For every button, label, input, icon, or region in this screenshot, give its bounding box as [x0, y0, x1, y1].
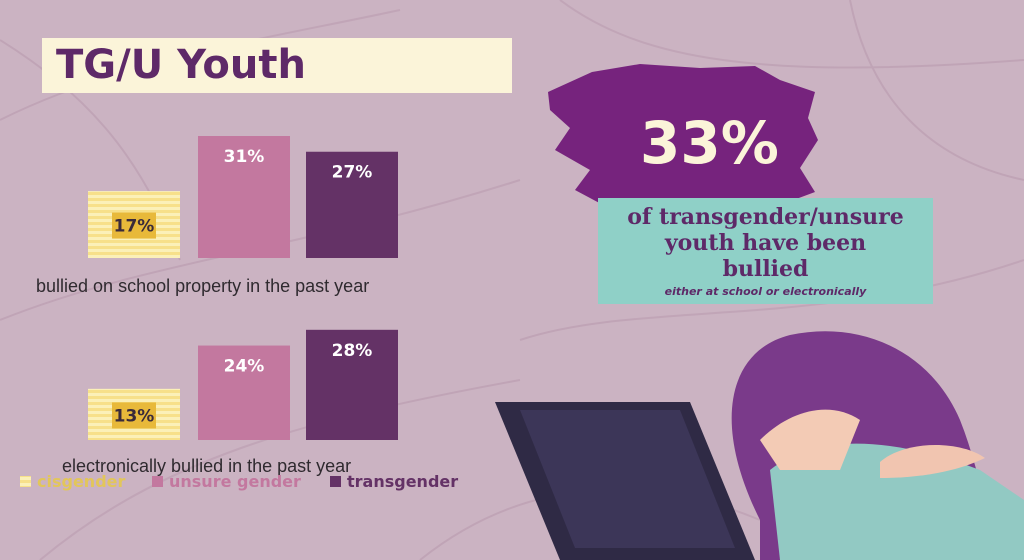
chart-caption-2: electronically bullied in the past year: [62, 456, 351, 476]
legend-label-cisgender: cisgender: [37, 472, 125, 491]
laptop-screen-shape: [520, 410, 735, 548]
bar-1-unsure-gender: [198, 136, 290, 258]
bar-label-1-transgender: 27%: [332, 163, 373, 183]
bar-2-unsure-gender: [198, 345, 290, 440]
bar-label-1-cisgender: 17%: [114, 217, 155, 237]
headline-subtext: either at school or electronically: [664, 285, 867, 298]
page-title: TG/U Youth: [56, 42, 306, 88]
bar-label-1-unsure-gender: 31%: [224, 147, 265, 167]
face-shape: [760, 409, 860, 470]
headline-line-2: youth have been: [664, 230, 867, 256]
legend-swatch-cisgender: [20, 476, 31, 487]
legend-label-unsure-gender: unsure gender: [169, 472, 301, 491]
bar-label-bg-2: [112, 402, 156, 429]
title-banner: TG/U Youth: [42, 38, 512, 93]
headline-line-3: bullied: [722, 256, 809, 282]
bar-label-2-transgender: 28%: [332, 341, 373, 361]
legend-label-transgender: transgender: [347, 472, 458, 491]
legend-swatch-transgender: [330, 476, 341, 487]
legend-swatch-unsure-gender: [152, 476, 163, 487]
paint-splash: [548, 64, 818, 210]
bar-label-2-unsure-gender: 24%: [224, 357, 265, 377]
headline-line-1: of transgender/unsure: [627, 204, 904, 230]
bar-label-2-cisgender: 13%: [114, 406, 155, 426]
headline-text: of transgender/unsure youth have been bu…: [598, 204, 933, 282]
bar-2-transgender: [306, 329, 398, 440]
bar-label-bg-1: [112, 212, 156, 239]
hand-shape: [880, 444, 985, 478]
bar-1-transgender: [306, 151, 398, 258]
chart-caption-1: bullied on school property in the past y…: [36, 276, 369, 296]
headline-callout: of transgender/unsure youth have been bu…: [598, 198, 933, 304]
headline-percent: 33%: [640, 109, 779, 177]
sweater-shape: [770, 443, 1024, 560]
